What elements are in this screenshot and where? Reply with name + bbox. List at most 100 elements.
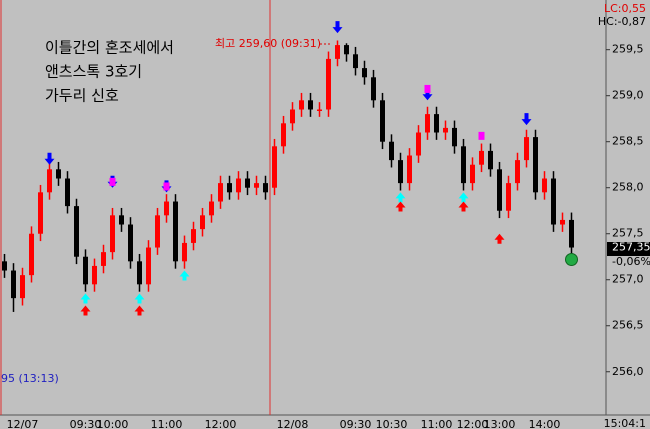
headline: 앤츠스톡 3호기 xyxy=(45,63,142,81)
x-tick-label: 10:00 xyxy=(97,418,129,429)
candle-body xyxy=(74,206,79,257)
price-box xyxy=(607,242,650,256)
signal-arrow xyxy=(458,201,469,212)
signal-circle xyxy=(565,252,578,266)
candle-body xyxy=(335,45,340,59)
candle-body xyxy=(479,150,484,165)
headline: 가두리 신호 xyxy=(45,87,119,105)
headline: 이틀간의 혼조세에서 xyxy=(45,39,174,57)
candle-body xyxy=(452,127,457,147)
y-tick-label: 256,5 xyxy=(612,319,644,332)
signal-arrow xyxy=(521,113,532,126)
signal-arrow xyxy=(458,192,469,203)
signal-arrow xyxy=(134,305,145,316)
candle-body xyxy=(227,183,232,193)
last-price: 257,35 xyxy=(612,241,650,254)
x-tick-label: 12:00 xyxy=(205,418,237,429)
candle-body xyxy=(434,114,439,133)
x-tick-label: 11:00 xyxy=(421,418,453,429)
x-tick-label: 12:00 xyxy=(457,418,489,429)
candle-body xyxy=(281,123,286,147)
candle-body xyxy=(362,68,367,78)
y-tick-label: 259,0 xyxy=(612,89,644,102)
candle-body xyxy=(425,114,430,133)
candle-body xyxy=(47,169,52,193)
x-tick-label: 09:30 xyxy=(70,418,102,429)
candle-body xyxy=(83,256,88,285)
candle-body xyxy=(2,261,7,271)
signal-arrow xyxy=(134,293,145,304)
signal-bar xyxy=(163,182,170,191)
candle-body xyxy=(326,58,331,110)
candle-body xyxy=(443,127,448,133)
candle-body xyxy=(38,192,43,234)
clock: 15:04:1 xyxy=(604,417,646,429)
lc-label: LC:0,55 xyxy=(604,2,646,15)
candle-body xyxy=(29,233,34,276)
y-tick-label: 256,0 xyxy=(612,365,644,378)
candle-body xyxy=(92,265,97,285)
x-tick-label: 13:00 xyxy=(484,418,516,429)
x-tick-label: 11:00 xyxy=(151,418,183,429)
candle-body xyxy=(236,178,241,193)
x-tick-label: 12/07 xyxy=(7,418,39,429)
y-tick-label: 258,5 xyxy=(612,135,644,148)
candle-body xyxy=(11,270,16,299)
candle-body xyxy=(515,160,520,184)
candle-body xyxy=(317,109,322,112)
x-tick-label: 09:30 xyxy=(340,418,372,429)
candle-body xyxy=(470,164,475,184)
hc-label: HC:-0,87 xyxy=(598,15,646,28)
signal-arrow xyxy=(179,270,190,281)
signal-bar xyxy=(109,177,116,186)
candle-body xyxy=(65,178,70,207)
x-tick-label: 10:30 xyxy=(376,418,408,429)
signal-arrow xyxy=(80,293,91,304)
signal-arrow xyxy=(494,233,505,244)
candle-body xyxy=(128,224,133,262)
candle-body xyxy=(344,45,349,55)
change-label: -0,06% xyxy=(612,255,650,268)
candle-body xyxy=(263,183,268,193)
candle-body xyxy=(551,178,556,225)
candle-body xyxy=(182,242,187,262)
signal-arrow xyxy=(422,88,433,101)
candle-body xyxy=(191,229,196,243)
candle-body xyxy=(155,215,160,248)
candle-body xyxy=(497,169,502,211)
signal-arrow xyxy=(332,21,343,34)
x-tick-label: 14:00 xyxy=(529,418,561,429)
candle-body xyxy=(137,261,142,285)
candle-body xyxy=(254,183,259,188)
candle-body xyxy=(146,247,151,285)
candle-body xyxy=(371,77,376,101)
candle-body xyxy=(173,201,178,262)
signal-arrow xyxy=(80,305,91,316)
low-note: 95 (13:13) xyxy=(1,372,59,385)
candle-body xyxy=(164,201,169,216)
candle-body xyxy=(398,160,403,184)
candle-body xyxy=(101,252,106,266)
candle-body xyxy=(299,100,304,110)
candle-body xyxy=(20,275,25,299)
candle-body xyxy=(524,137,529,161)
y-tick-label: 259,5 xyxy=(612,43,644,56)
candle-body xyxy=(488,150,493,170)
signal-arrow xyxy=(395,201,406,212)
candle-body xyxy=(569,219,574,248)
candle-body xyxy=(542,178,547,193)
candle-body xyxy=(533,137,538,193)
candle-body xyxy=(389,141,394,161)
candle-body xyxy=(119,215,124,225)
candle-body xyxy=(218,183,223,202)
y-tick-label: 257,0 xyxy=(612,273,644,286)
candle-body xyxy=(560,219,565,225)
signal-arrow xyxy=(395,192,406,203)
candle-body xyxy=(200,215,205,230)
signal-bar xyxy=(478,131,485,140)
candle-body xyxy=(380,100,385,142)
candle-body xyxy=(290,109,295,124)
candle-body xyxy=(272,146,277,188)
